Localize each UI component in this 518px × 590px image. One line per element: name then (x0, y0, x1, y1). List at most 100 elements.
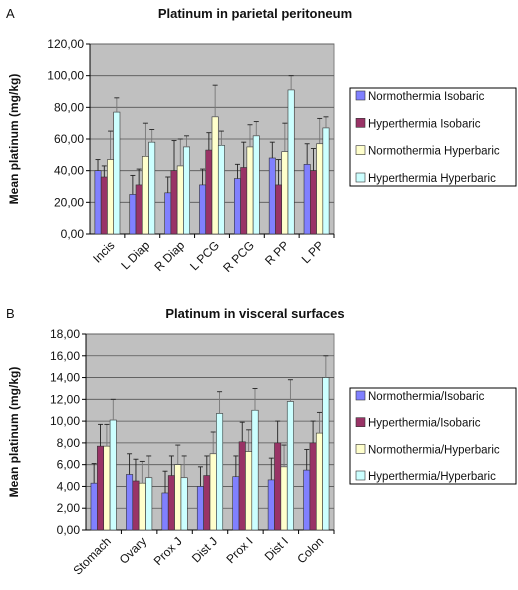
bar (94, 170, 102, 235)
y-tick-label: 16,00 (50, 349, 80, 363)
bar (109, 419, 117, 531)
bar (315, 432, 323, 531)
chart-title: Platinum in parietal peritoneum (157, 6, 353, 21)
y-axis-label: Mean platinum (mg/kg) (7, 367, 21, 498)
bar (164, 192, 172, 235)
x-tick-label: Dist I (262, 534, 291, 563)
bar (100, 176, 108, 235)
bar (240, 167, 248, 235)
bar (113, 111, 121, 235)
legend-swatch (355, 470, 366, 481)
bar (90, 482, 98, 531)
bar (199, 184, 207, 235)
chart-title: Platinum in visceral surfaces (165, 306, 345, 321)
bar (309, 170, 317, 235)
bar (322, 377, 330, 531)
bar (268, 157, 276, 235)
bar-chart-a: 0,00 20,00 40,00 60,00 80,00 100,00 120,00 Mean… (7, 37, 517, 275)
bar (135, 184, 143, 235)
bar (126, 474, 134, 531)
y-tick-label: 0,00 (61, 227, 85, 241)
bar (167, 475, 175, 531)
x-tick-label: L PP (299, 238, 327, 266)
legend-entry: Hyperthermia/Hyperbaric (368, 471, 496, 483)
y-tick-label: 12,00 (50, 392, 80, 406)
y-tick-label: 6,00 (57, 458, 81, 472)
bar (203, 475, 211, 531)
bar (174, 464, 182, 531)
bar (148, 141, 156, 235)
y-tick-label: 100,00 (47, 69, 84, 83)
bar (138, 482, 146, 531)
x-tick-label: L Diap (118, 238, 152, 272)
legend-swatch (355, 90, 366, 101)
bar (245, 451, 253, 531)
bar (209, 453, 217, 531)
bar (97, 445, 105, 531)
chart-panel-b: B Platinum in visceral surfaces 0,00 2,00… (0, 300, 518, 585)
bar (161, 492, 169, 531)
x-tick-label: Prox I (223, 534, 255, 566)
legend-entry: Normothermia/Hyperbaric (368, 444, 500, 456)
bar (267, 479, 275, 531)
legend-entry: Normothermia Isobaric (368, 91, 485, 103)
bar (281, 151, 289, 235)
bar (246, 146, 254, 235)
panel-label: A (6, 6, 15, 21)
bar (232, 476, 240, 531)
y-tick-label: 10,00 (50, 414, 80, 428)
bar (238, 441, 246, 531)
bar (103, 445, 111, 531)
y-tick-label: 20,00 (54, 195, 84, 209)
bar (183, 146, 190, 235)
y-tick-label: 2,00 (57, 501, 81, 515)
bar (176, 165, 184, 235)
bar (180, 477, 188, 531)
y-tick-label: 40,00 (54, 164, 84, 178)
bar (286, 401, 294, 531)
legend-swatch (355, 118, 366, 128)
y-tick-label: 120,00 (47, 37, 84, 51)
bar-chart-b: 0,00 2,00 4,00 6,00 8,00 10,00 12,00 14,00 16,00… (7, 327, 517, 578)
legend-entry: Hyperthermia Isobaric (368, 118, 481, 130)
x-tick-label: Prox J (151, 534, 185, 568)
bar (129, 194, 137, 235)
bar (145, 477, 153, 531)
y-tick-label: 18,00 (50, 327, 80, 341)
y-tick-label: 14,00 (50, 371, 80, 385)
legend-swatch (355, 172, 366, 183)
bar (141, 156, 149, 235)
y-tick-label: 8,00 (57, 436, 81, 450)
bar (196, 486, 204, 531)
x-tick-label: R PP (262, 238, 292, 268)
y-axis-label: Mean platinum (mg/kg) (7, 74, 21, 205)
bar (216, 413, 224, 531)
y-tick-label: 80,00 (54, 100, 84, 114)
bar (211, 116, 219, 235)
bar (287, 89, 295, 235)
y-tick-label: 0,00 (57, 523, 81, 537)
bar (303, 164, 311, 235)
panel-label: B (6, 306, 15, 321)
legend-entry: Hyperthermia Hyperbaric (368, 173, 496, 185)
y-tick-label: 4,00 (57, 479, 81, 493)
bar (322, 127, 330, 235)
bar (251, 409, 259, 531)
bar (309, 442, 317, 531)
y-tick-label: 60,00 (54, 132, 84, 146)
legend (349, 87, 517, 187)
legend-entry: Hyperthermia/Isobaric (368, 418, 481, 430)
x-tick-label: Incis (90, 238, 117, 265)
x-tick-label: L PCG (187, 238, 222, 273)
bar (170, 170, 178, 235)
legend-entry: Normothermia Hyperbaric (368, 146, 500, 158)
bar (252, 135, 260, 235)
x-tick-label: Dist J (189, 534, 220, 565)
bar (274, 442, 282, 531)
legend-swatch (355, 390, 366, 401)
bar (107, 159, 115, 235)
bar (205, 149, 213, 235)
x-tick-label: R PCG (220, 238, 257, 275)
x-tick-label: Colon (294, 534, 326, 566)
x-tick-label: R Diap (151, 238, 187, 274)
